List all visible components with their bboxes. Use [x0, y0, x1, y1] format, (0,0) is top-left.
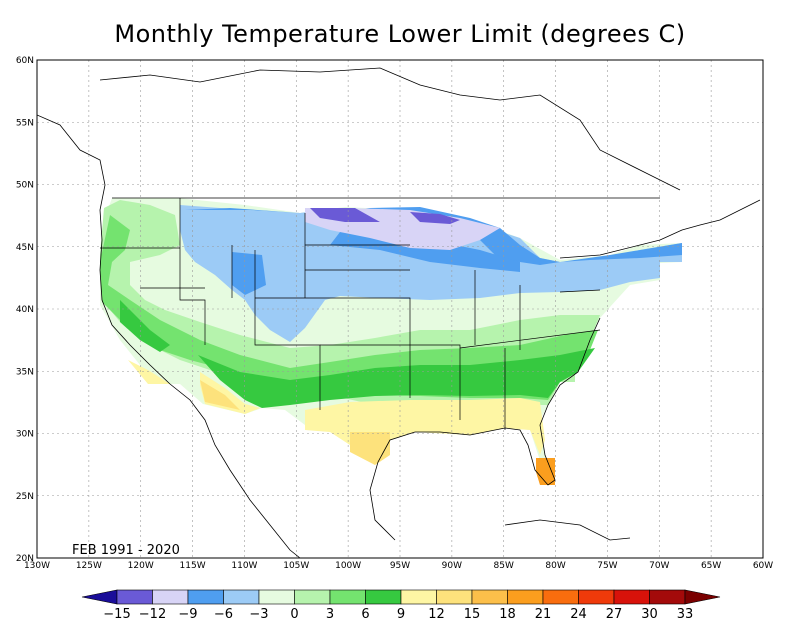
- band-21-24: [536, 458, 555, 485]
- state-borders: [100, 197, 660, 430]
- band-15-18: [200, 380, 390, 465]
- colorbar: −15 −12 −9 −6 −3 0 3 6 9 12 15 18 21 24 27 30 33: [81, 589, 721, 618]
- colorbar-label: 24: [570, 607, 587, 618]
- colorbar-swatch: [578, 589, 615, 605]
- lon-tick-label: 60W: [753, 561, 773, 571]
- colorbar-label: 30: [641, 607, 658, 618]
- colorbar-label: 9: [397, 607, 405, 618]
- lat-tick-label: 35N: [16, 367, 34, 377]
- lon-tick-label: 125W: [76, 561, 102, 571]
- colorbar-arrow-low: [81, 589, 118, 605]
- lat-tick-label: 55N: [16, 118, 34, 128]
- lat-tick-label: 45N: [16, 243, 34, 253]
- band-neg12-neg9: [310, 208, 460, 224]
- lon-tick-label: 85W: [494, 561, 514, 571]
- map-title: Monthly Temperature Lower Limit (degrees…: [114, 20, 686, 48]
- colorbar-label: −15: [103, 607, 130, 618]
- colorbar-swatch: [116, 589, 153, 605]
- colorbar-swatch: [365, 589, 402, 605]
- colorbar-swatch: [649, 589, 686, 605]
- colorbar-label: −6: [214, 607, 233, 618]
- lat-axis: 60N 55N 50N 45N 40N 35N 30N 25N 20N: [16, 56, 34, 564]
- colorbar-label: 27: [606, 607, 623, 618]
- lat-tick-label: 30N: [16, 430, 34, 440]
- lat-tick-label: 20N: [16, 554, 34, 564]
- lon-tick-label: 130W: [24, 561, 50, 571]
- lat-tick-label: 40N: [16, 305, 34, 315]
- lon-tick-label: 75W: [597, 561, 617, 571]
- colorbar-swatch: [258, 589, 295, 605]
- colorbar-swatch: [471, 589, 508, 605]
- lon-tick-label: 110W: [231, 561, 257, 571]
- lon-tick-label: 90W: [442, 561, 462, 571]
- colorbar-label: 15: [464, 607, 481, 618]
- colorbar-swatch: [542, 589, 579, 605]
- lon-tick-label: 65W: [701, 561, 721, 571]
- lat-tick-label: 60N: [16, 56, 34, 66]
- colorbar-swatch: [187, 589, 224, 605]
- colorbar-swatch: [223, 589, 260, 605]
- colorbar-label: 21: [535, 607, 552, 618]
- graticule: [37, 60, 763, 558]
- colorbar-label: −12: [139, 607, 166, 618]
- lon-tick-label: 115W: [180, 561, 206, 571]
- lon-tick-label: 105W: [283, 561, 309, 571]
- colorbar-label: 6: [361, 607, 369, 618]
- colorbar-swatch: [507, 589, 544, 605]
- band-neg6-neg3b: [330, 232, 520, 272]
- colorbar-arrow-high: [684, 589, 721, 605]
- lat-tick-label: 25N: [16, 492, 34, 502]
- band-12-15: [128, 360, 545, 465]
- period-label: FEB 1991 - 2020: [72, 543, 180, 558]
- coastlines: [37, 67, 761, 558]
- lon-tick-label: 120W: [128, 561, 154, 571]
- colorbar-swatch: [152, 589, 189, 605]
- temperature-field: [100, 198, 682, 485]
- colorbar-label: 3: [326, 607, 334, 618]
- colorbar-swatch: [436, 589, 473, 605]
- lon-tick-label: 70W: [649, 561, 669, 571]
- plot-frame: [36, 59, 764, 559]
- lon-axis: 130W 125W 120W 115W 110W 105W 100W 95W 90W 85W 80W…: [24, 561, 773, 571]
- colorbar-label: 18: [499, 607, 516, 618]
- lon-tick-label: 100W: [335, 561, 361, 571]
- colorbar-label: 12: [428, 607, 445, 618]
- colorbar-label: −3: [249, 607, 268, 618]
- lon-tick-label: 80W: [545, 561, 565, 571]
- band-6-9: [100, 215, 598, 400]
- band-neg3-0: [180, 205, 682, 342]
- colorbar-label: −9: [178, 607, 197, 618]
- colorbar-swatch: [329, 589, 366, 605]
- colorbar-swatch: [294, 589, 331, 605]
- band-9-12: [120, 300, 595, 408]
- lon-tick-label: 95W: [390, 561, 410, 571]
- colorbar-label: 33: [677, 607, 694, 618]
- lat-tick-label: 50N: [16, 181, 34, 191]
- colorbar-swatch: [613, 589, 650, 605]
- band-neg6-neg3: [185, 207, 682, 295]
- colorbar-swatch: [400, 589, 437, 605]
- colorbar-label: 0: [290, 607, 298, 618]
